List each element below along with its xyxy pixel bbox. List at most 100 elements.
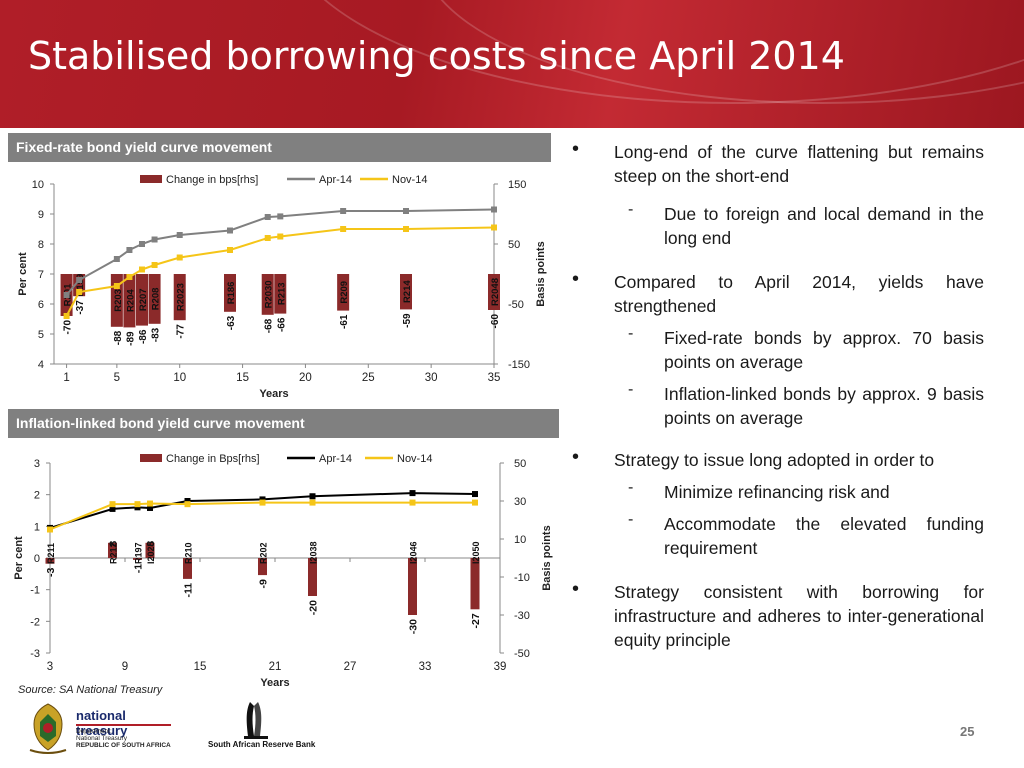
fixed-rate-section-header: Fixed-rate bond yield curve movement: [8, 133, 551, 162]
reserve-bank-logo: South African Reserve Bank: [208, 700, 315, 754]
x-tick-label: 39: [494, 661, 507, 673]
series-point-Nov-14: [113, 283, 120, 289]
bar-R208: [148, 274, 161, 324]
series-point-Nov-14: [264, 235, 271, 241]
legend-label: Change in bps[rhs]: [166, 174, 258, 186]
series-point-Apr-14: [340, 208, 347, 214]
value-label: -89: [125, 331, 136, 346]
y2-tick-label: -150: [508, 359, 530, 371]
bullet-item: • Compared to April 2014, yields have str…: [568, 268, 984, 318]
bullet-text: Strategy to issue long adopted in order …: [614, 450, 935, 470]
bullet-dot-icon: •: [572, 578, 580, 600]
y2-tick-label: -50: [508, 299, 524, 311]
legend-label: Nov-14: [397, 453, 432, 465]
bar-R2048: [488, 274, 500, 310]
x-tick-label: 20: [299, 372, 312, 384]
sub-bullet-text: Fixed-rate bonds by approx. 70 basis poi…: [664, 328, 984, 372]
bond-label: R213: [276, 282, 287, 305]
series-point-Nov-14: [491, 224, 497, 231]
series-point-Nov-14: [176, 254, 183, 261]
bar-R202: [258, 558, 267, 576]
series-point-Apr-14: [151, 236, 158, 243]
value-label: -88: [113, 330, 124, 345]
series-point-Nov-14: [63, 313, 70, 319]
source-note: Source: SA National Treasury: [18, 684, 163, 696]
x-tick-label: 25: [362, 372, 375, 384]
bar-R186: [224, 274, 236, 312]
bond-label: R159: [75, 274, 86, 297]
series-point-Apr-14: [139, 241, 145, 247]
value-label: -63: [226, 315, 237, 330]
y-tick-label: 5: [38, 329, 44, 341]
value-label: -37: [75, 300, 86, 315]
value-label: -68: [264, 318, 275, 333]
value-label: -9: [258, 579, 270, 588]
x-tick-label: 35: [488, 372, 501, 384]
y2-axis-title: Basis points: [535, 241, 547, 306]
bond-label: R2023: [176, 283, 187, 311]
bullet-item: • Long-end of the curve flattening but re…: [568, 138, 984, 188]
series-point-Apr-14: [403, 208, 409, 214]
legend-label: Change in Bps[rhs]: [166, 453, 260, 465]
national-treasury-name: national treasury: [76, 708, 128, 738]
nt-department-label: Department:: [76, 728, 112, 735]
value-label: -66: [276, 317, 287, 332]
value-label: 8: [145, 541, 157, 547]
y-tick-label: 10: [32, 179, 44, 191]
bond-label: R207: [138, 288, 149, 311]
sub-bullet-dash-icon: -: [628, 381, 634, 398]
series-point-Nov-14: [472, 499, 478, 506]
sub-bullet-dash-icon: -: [628, 201, 634, 218]
bar-R204: [123, 274, 136, 328]
series-point-Apr-14: [309, 493, 316, 500]
bar-R210: [183, 558, 192, 579]
bond-label: R210: [184, 542, 194, 564]
series-point-Nov-14: [47, 526, 53, 533]
bar-R2023: [173, 274, 186, 321]
series-point-Apr-14: [184, 498, 191, 504]
series-point-Nov-14: [409, 499, 416, 506]
bullet-text: Long-end of the curve flattening but rem…: [614, 142, 984, 186]
series-point-Apr-14: [259, 496, 266, 503]
bar-I2046: [408, 558, 417, 615]
series-point-Apr-14: [176, 232, 183, 238]
bar-R213: [274, 274, 287, 314]
y2-tick-label: 30: [514, 496, 526, 508]
sub-bullet-text: Inflation-linked bonds by approx. 9 basi…: [664, 384, 984, 428]
series-point-Nov-14: [340, 226, 347, 232]
bond-label: R186: [226, 282, 237, 305]
series-point-Nov-14: [227, 247, 233, 253]
x-tick-label: 9: [122, 661, 128, 673]
x-tick-label: 27: [344, 661, 357, 673]
sub-bullet-text: Accommodate the elevated funding require…: [664, 514, 984, 558]
y2-tick-label: 150: [508, 179, 526, 191]
sub-bullet-dash-icon: -: [628, 479, 634, 496]
value-label: -20: [308, 600, 320, 615]
series-point-Nov-14: [139, 266, 145, 273]
sub-bullet-item: - Due to foreign and local demand in the …: [568, 201, 984, 250]
y2-tick-label: 10: [514, 534, 526, 546]
x-tick-label: 33: [419, 661, 432, 673]
legend-swatch-bar: [140, 175, 162, 183]
value-label: -60: [490, 314, 501, 329]
series-point-Apr-14: [277, 213, 284, 220]
nt-department-name: National Treasury: [76, 735, 127, 742]
series-point-Apr-14: [113, 256, 120, 262]
series-point-Apr-14: [134, 504, 141, 511]
y2-tick-label: -50: [514, 648, 530, 660]
y2-axis-title: Basis points: [541, 525, 553, 590]
y-axis-title: Per cent: [17, 252, 29, 296]
y2-tick-label: 50: [514, 458, 526, 470]
y-tick-label: 7: [38, 269, 44, 281]
bond-label: R209: [339, 281, 350, 304]
legend-swatch-bar: [140, 454, 162, 462]
value-label: -77: [176, 324, 187, 339]
sub-bullet-item: - Minimize refinancing risk and: [568, 479, 984, 504]
series-point-Nov-14: [259, 499, 266, 506]
y-tick-label: 8: [38, 239, 44, 251]
bond-label: R214: [402, 280, 413, 303]
y-tick-label: 3: [34, 458, 40, 470]
series-point-Nov-14: [151, 262, 158, 268]
bar-I2025: [145, 542, 155, 558]
